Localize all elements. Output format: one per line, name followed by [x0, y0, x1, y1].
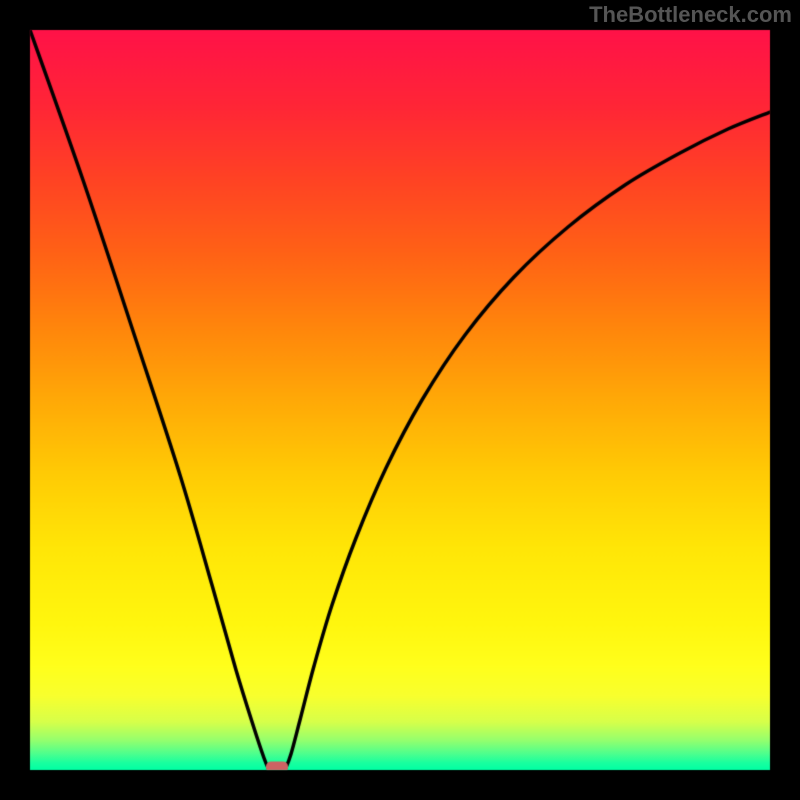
bottleneck-chart: TheBottleneck.com	[0, 0, 800, 800]
curve-canvas	[0, 0, 800, 800]
